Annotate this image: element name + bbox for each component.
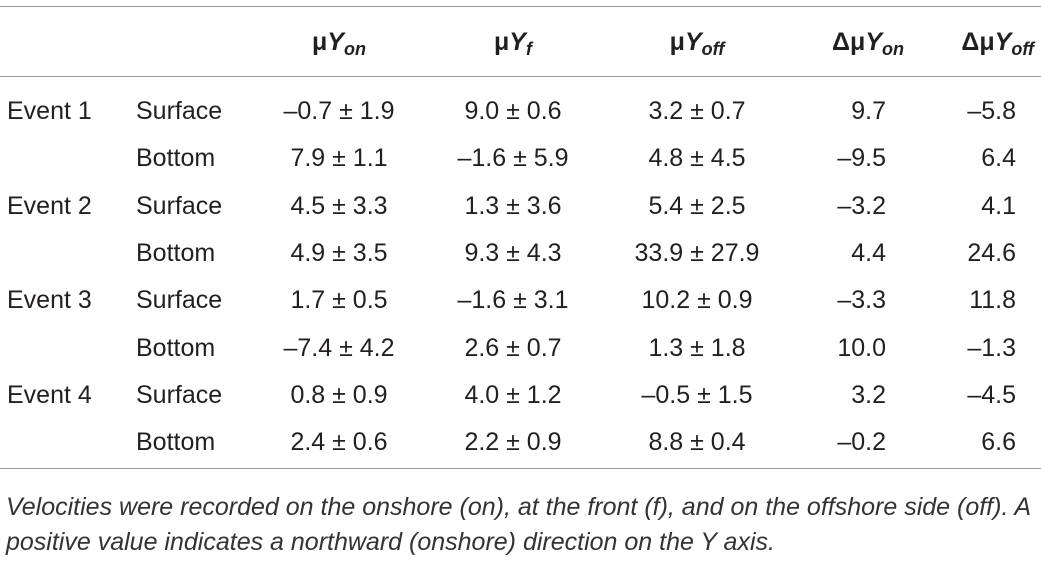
event-label: Event 3	[7, 286, 92, 315]
location-label: Bottom	[136, 144, 216, 173]
column-header-variable: Y	[865, 28, 882, 56]
table-cell: 4.0 ± 1.2	[464, 380, 562, 409]
table-cell: –0.5 ± 1.5	[641, 380, 753, 409]
table-cell: 1.7 ± 0.5	[290, 286, 388, 315]
location-label: Surface	[136, 286, 223, 315]
table-cell: –7.4 ± 4.2	[283, 333, 395, 362]
column-header-subscript: off	[701, 39, 725, 59]
table-cell: –0.2	[837, 428, 886, 457]
table-cell: 3.2	[851, 380, 886, 409]
location-label: Surface	[136, 97, 223, 125]
table-cell: 4.1	[981, 191, 1016, 220]
table-header-rule	[0, 76, 1041, 77]
table-cell: 2.2 ± 0.9	[464, 428, 562, 457]
column-header-prefix: μ	[669, 28, 685, 56]
table-top-rule	[0, 6, 1041, 7]
table-cell: 4.5 ± 3.3	[290, 191, 388, 220]
table-cell: –1.3	[967, 333, 1016, 362]
table-cell: 2.4 ± 0.6	[290, 428, 388, 457]
column-header-1: μYon	[312, 27, 366, 59]
event-label: Event 4	[7, 380, 92, 409]
table-cell: –3.3	[837, 286, 886, 315]
table-cell: 9.0 ± 0.6	[464, 97, 562, 125]
column-header-prefix: μ	[494, 28, 510, 56]
column-header-subscript: on	[882, 39, 904, 59]
event-label: Event 1	[7, 97, 92, 125]
table-cell: –0.7 ± 1.9	[283, 97, 395, 125]
table-cell: 4.4	[851, 238, 886, 267]
table-cell: –1.6 ± 5.9	[457, 144, 569, 173]
column-header-variable: Y	[509, 28, 526, 56]
location-label: Surface	[136, 380, 223, 409]
table-cell: 7.9 ± 1.1	[290, 144, 388, 173]
table-caption: Velocities were recorded on the onshore …	[6, 493, 1031, 556]
table-cell: 4.8 ± 4.5	[648, 144, 746, 173]
table-cell: 33.9 ± 27.9	[634, 238, 760, 267]
column-header-subscript: f	[525, 39, 532, 59]
location-label: Surface	[136, 191, 223, 220]
table-cell: –1.6 ± 3.1	[457, 286, 569, 315]
table-cell: –3.2	[837, 191, 886, 220]
table-cell: 5.4 ± 2.5	[648, 191, 746, 220]
table-cell: 8.8 ± 0.4	[648, 428, 746, 457]
table-cell: 1.3 ± 1.8	[648, 333, 746, 362]
column-header-3: μYoff	[670, 27, 725, 59]
table-cell: –9.5	[837, 144, 886, 173]
table-cell: –5.8	[967, 97, 1016, 125]
column-header-variable: Y	[327, 28, 344, 56]
column-header-subscript: off	[1011, 39, 1034, 59]
column-header-prefix: Δμ	[832, 28, 866, 56]
table-cell: 6.4	[981, 144, 1016, 173]
column-header-2: μYf	[494, 27, 532, 59]
table-bottom-rule	[0, 468, 1041, 469]
column-header-prefix: μ	[312, 28, 328, 56]
column-header-5: ΔμYoff	[961, 27, 1034, 59]
table-cell: 1.3 ± 3.6	[464, 191, 562, 220]
column-header-variable: Y	[994, 28, 1012, 56]
table-cell: 4.9 ± 3.5	[290, 238, 388, 267]
table-cell: 10.2 ± 0.9	[641, 286, 753, 315]
table-cell: 24.6	[967, 238, 1016, 267]
table-cell: 2.6 ± 0.7	[464, 333, 562, 362]
column-header-subscript: on	[343, 39, 366, 59]
table-cell: 6.6	[981, 428, 1016, 457]
table-cell: 0.8 ± 0.9	[290, 380, 388, 409]
table-cell: 10.0	[837, 333, 886, 362]
table-cell: 11.8	[969, 286, 1016, 315]
table-cell: –4.5	[967, 380, 1016, 409]
event-label: Event 2	[7, 191, 92, 220]
table-cell: 3.2 ± 0.7	[648, 97, 746, 125]
table-cell: 9.3 ± 4.3	[464, 238, 562, 267]
column-header-prefix: Δμ	[961, 28, 995, 56]
location-label: Bottom	[136, 238, 216, 267]
column-header-variable: Y	[684, 28, 702, 56]
location-label: Bottom	[136, 428, 216, 457]
location-label: Bottom	[136, 333, 216, 362]
table-cell: 9.7	[851, 97, 886, 125]
column-header-4: ΔμYon	[832, 27, 904, 59]
